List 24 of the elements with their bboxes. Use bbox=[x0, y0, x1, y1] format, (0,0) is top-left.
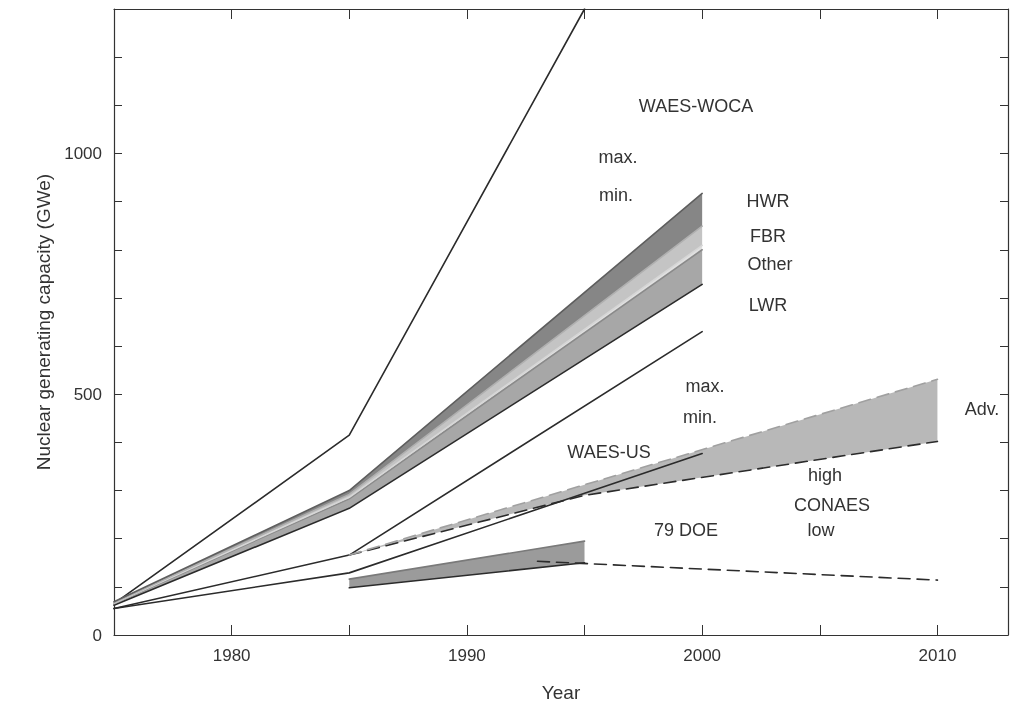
annotation: Adv. bbox=[964, 399, 1000, 419]
annotation: min. bbox=[682, 407, 718, 427]
annotation: max. bbox=[685, 376, 725, 396]
x-tick-label: 1990 bbox=[447, 646, 486, 665]
annotation: Other bbox=[747, 254, 793, 274]
annotation: FBR bbox=[750, 226, 786, 246]
annotation: 79 DOE bbox=[653, 520, 719, 540]
x-tick-label: 1980 bbox=[212, 646, 251, 665]
y-axis-title: Nuclear generating capacity (GWe) bbox=[33, 173, 55, 471]
x-tick-label: 2010 bbox=[918, 646, 957, 665]
y-tick-label: 1000 bbox=[64, 143, 102, 163]
annotation: HWR bbox=[746, 191, 790, 211]
annotation: max. bbox=[598, 147, 638, 167]
annotation: low bbox=[807, 520, 836, 540]
annotation: WAES-US bbox=[567, 442, 651, 462]
annotation: CONAES bbox=[793, 495, 871, 515]
y-tick-label: 500 bbox=[73, 384, 102, 404]
x-tick-label: 2000 bbox=[683, 646, 722, 665]
y-tick-label: 0 bbox=[92, 625, 102, 645]
annotation: min. bbox=[598, 185, 634, 205]
x-axis-title: Year bbox=[541, 682, 581, 703]
annotation: WAES-WOCA bbox=[638, 96, 754, 116]
annotation: high bbox=[807, 465, 843, 485]
annotation: LWR bbox=[748, 295, 788, 315]
